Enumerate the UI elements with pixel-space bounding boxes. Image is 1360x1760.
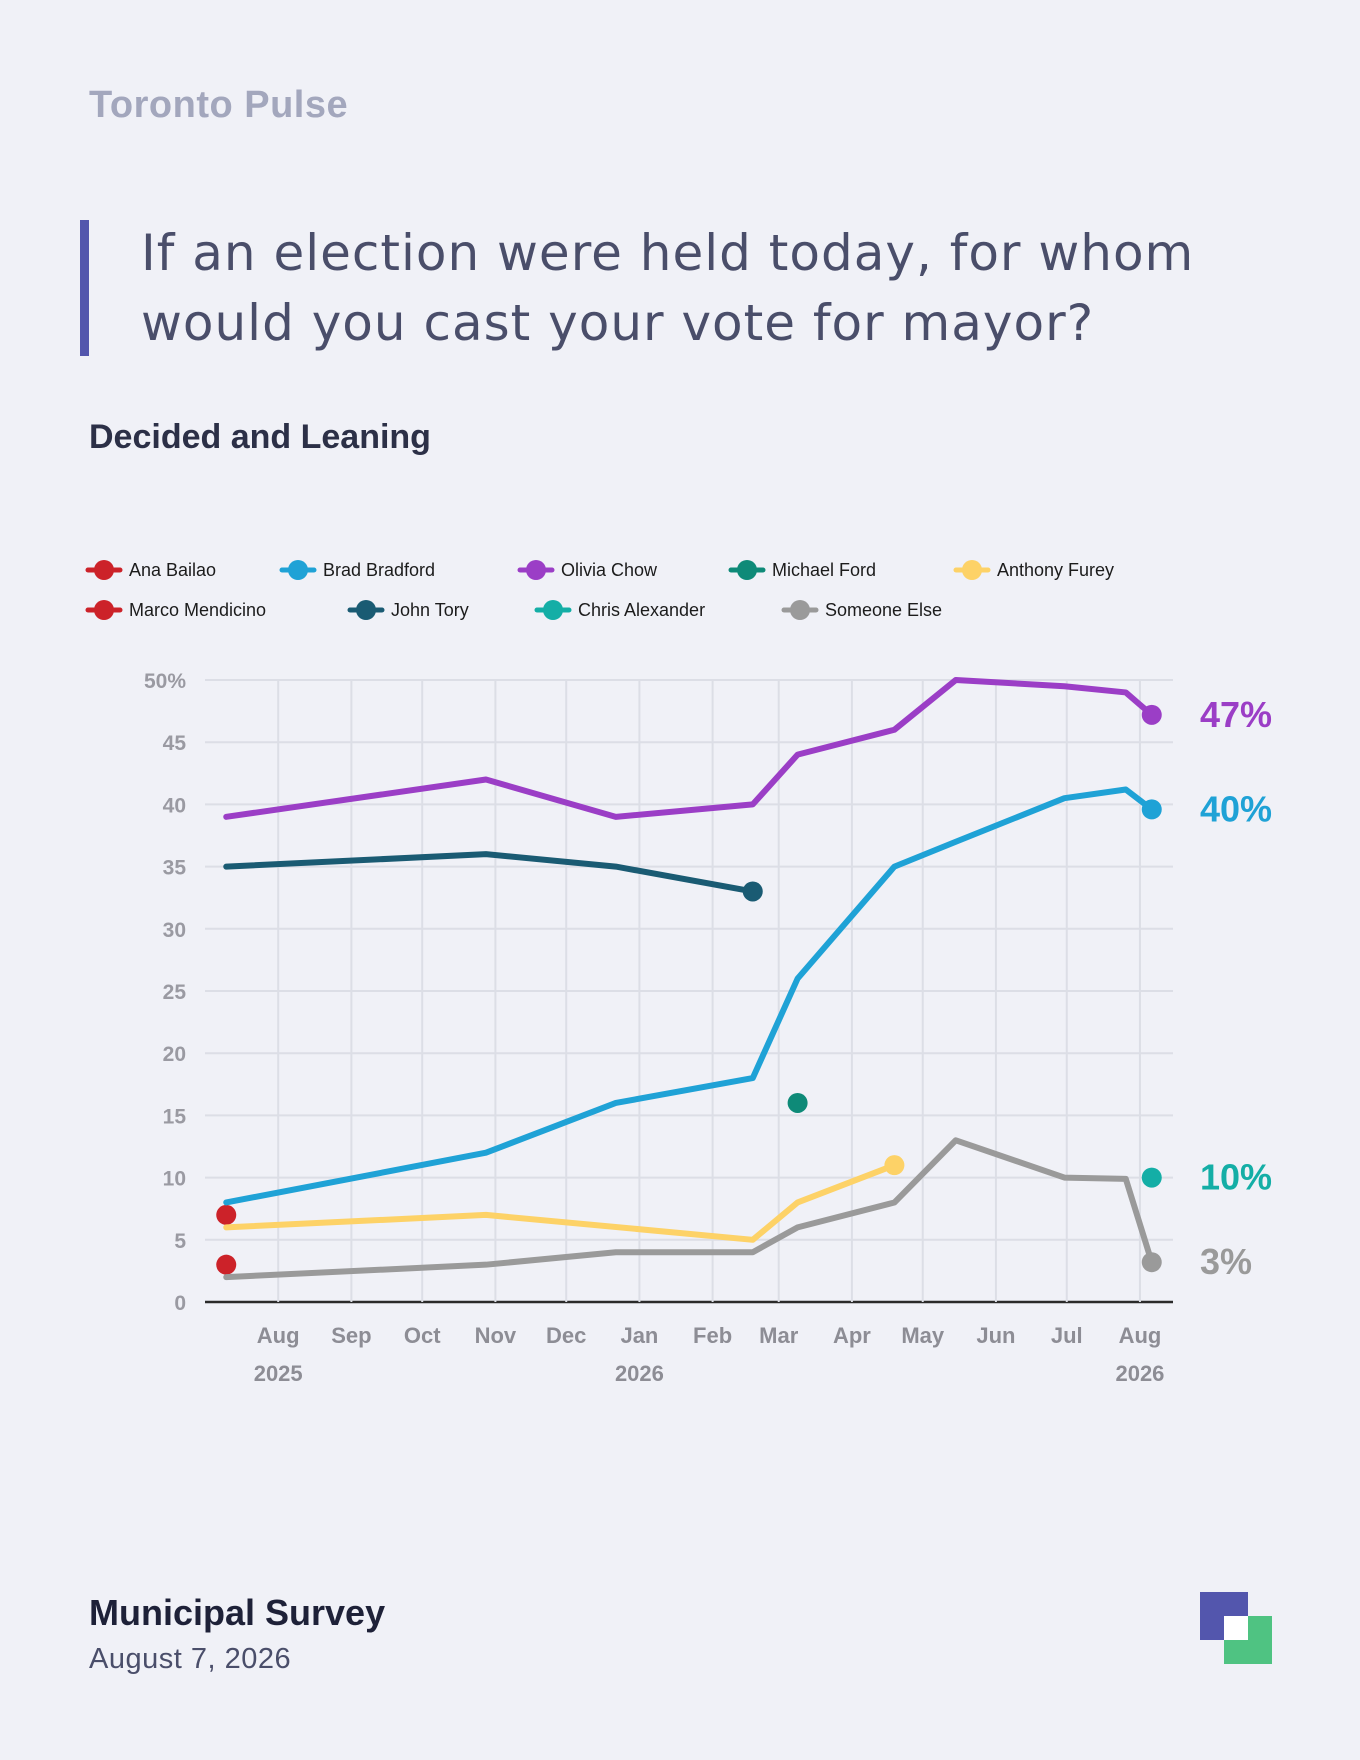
y-tick-label: 5 [174, 1230, 186, 1253]
x-tick-label: Jul [1051, 1323, 1083, 1348]
legend-label: Someone Else [825, 600, 942, 620]
legend-swatch-dot [962, 560, 982, 580]
legend-swatch-dot [526, 560, 546, 580]
x-tick-label: Sep [331, 1323, 371, 1348]
series-end-marker [1141, 704, 1162, 725]
chart-series [216, 677, 1162, 1281]
legend-label: Chris Alexander [578, 600, 705, 620]
series-line-john-tory [223, 851, 756, 895]
legend-swatch-dot [94, 560, 114, 580]
chart-legend: Ana Bailao Brad Bradford Olivia Chow Michae… [85, 560, 1114, 620]
series-end-marker [1141, 1167, 1162, 1188]
series-end-label: 3% [1200, 1241, 1252, 1282]
chart-grid [205, 679, 1173, 1304]
y-tick-label: 40 [163, 794, 186, 817]
y-tick-label: 30 [163, 919, 186, 942]
series-end-marker [216, 1204, 237, 1225]
x-tick-label: Feb [693, 1323, 732, 1348]
y-tick-label: 20 [163, 1043, 186, 1066]
series-end-marker [884, 1155, 905, 1176]
footer-title: Municipal Survey [89, 1592, 386, 1633]
x-tick-year-label: 2025 [254, 1361, 303, 1386]
x-tick-label: Oct [404, 1323, 441, 1348]
legend-label: Anthony Furey [997, 560, 1114, 580]
question-accent-bar [80, 220, 89, 356]
series-end-label: 47% [1200, 694, 1272, 735]
y-tick-label: 0 [174, 1292, 186, 1315]
series-end-marker [1141, 1252, 1162, 1273]
x-tick-label: Aug [1119, 1323, 1162, 1348]
x-tick-label: Dec [546, 1323, 586, 1348]
line-chart: Ana Bailao Brad Bradford Olivia Chow Michae… [85, 560, 1272, 1386]
x-tick-label: Nov [475, 1323, 517, 1348]
legend-swatch-dot [356, 600, 376, 620]
x-axis: Aug 2025 Sep Oct Nov Dec Jan 2026 Feb Mar Apr May Ju… [254, 1323, 1165, 1386]
series-end-marker [1141, 799, 1162, 820]
legend-label: Marco Mendicino [129, 600, 266, 620]
series-end-marker [216, 1254, 237, 1275]
x-tick-label: Jun [976, 1323, 1015, 1348]
y-axis: 0 5 10 15 20 25 30 35 40 45 50% [144, 670, 186, 1315]
footer-date: August 7, 2026 [89, 1643, 292, 1675]
x-tick-label: Jan [620, 1323, 658, 1348]
series-line-olivia-chow [223, 677, 1155, 820]
x-tick-label: May [901, 1323, 945, 1348]
x-tick-label: Apr [833, 1323, 871, 1348]
legend-swatch-dot [737, 560, 757, 580]
legend-label: Michael Ford [772, 560, 876, 580]
legend-swatch-dot [94, 600, 114, 620]
legend-swatch-dot [790, 600, 810, 620]
brand-logo-icon [1200, 1592, 1272, 1664]
x-tick-label: Mar [759, 1323, 799, 1348]
y-tick-label: 45 [163, 732, 187, 755]
series-line-someone-else [223, 1137, 1155, 1281]
legend-swatch-dot [288, 560, 308, 580]
series-line-brad-bradford [223, 786, 1155, 1206]
series-end-label: 40% [1200, 788, 1272, 829]
y-tick-label: 10 [163, 1168, 186, 1191]
x-tick-year-label: 2026 [1115, 1361, 1164, 1386]
survey-question: If an election were held today, for whom… [141, 224, 1195, 352]
brand-name: Toronto Pulse [89, 84, 349, 126]
y-tick-label: 15 [163, 1105, 187, 1128]
series-end-marker [787, 1092, 808, 1113]
x-tick-label: Aug [257, 1323, 300, 1348]
legend-label: Olivia Chow [561, 560, 658, 580]
legend-swatch-dot [543, 600, 563, 620]
y-tick-label: 25 [163, 981, 187, 1004]
y-tick-label: 50% [144, 670, 186, 693]
x-tick-year-label: 2026 [615, 1361, 664, 1386]
legend-label: Ana Bailao [129, 560, 216, 580]
series-line-anthony-furey [223, 1162, 898, 1243]
chart-subtitle: Decided and Leaning [89, 418, 431, 456]
series-end-label: 10% [1200, 1157, 1272, 1198]
end-labels: 40% 47% 10% 3% [1200, 694, 1272, 1282]
series-end-marker [742, 881, 763, 902]
y-tick-label: 35 [163, 857, 187, 880]
legend-label: John Tory [391, 600, 469, 620]
legend-label: Brad Bradford [323, 560, 435, 580]
